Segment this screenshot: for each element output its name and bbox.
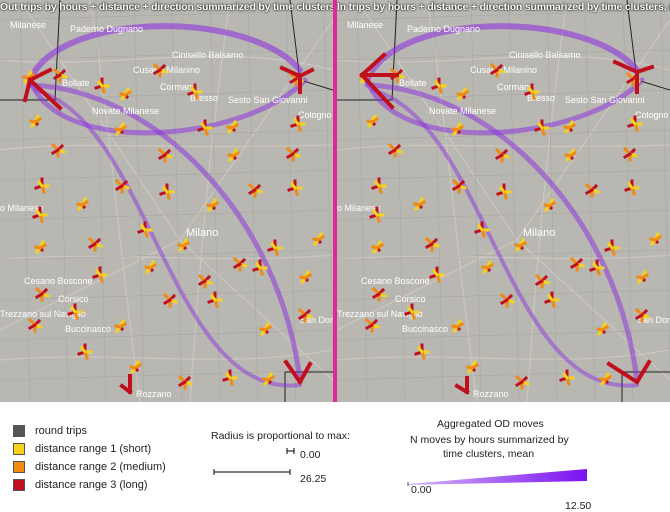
radius-max-icon xyxy=(213,468,293,476)
map-panel-in-trips[interactable]: Milanese Paderno Dugnano Cinisello Balsamo… xyxy=(337,0,670,402)
radius-legend-title: Radius is proportional to max: xyxy=(211,430,350,442)
legend-item-medium: distance range 2 (medium) xyxy=(13,460,166,474)
radius-min-label: 0.00 xyxy=(300,449,320,461)
symbol-ray xyxy=(598,329,602,330)
place-label-paderno: Paderno Dugnano xyxy=(407,24,480,34)
radius-max-label: 26.25 xyxy=(300,473,326,485)
legend-label: distance range 3 (long) xyxy=(35,479,148,491)
place-label-cinisello: Cinisello Balsamo xyxy=(172,50,244,60)
place-label-cologno: Cologno Mo xyxy=(298,110,333,120)
symbol-ray xyxy=(131,367,135,368)
symbol-ray xyxy=(368,121,372,122)
place-label-bresso: Bresso xyxy=(527,93,555,103)
place-label-rozzano: Rozzano xyxy=(136,389,172,399)
map-title-out: Out trips by hours + distance + directio… xyxy=(0,0,333,14)
map-canvas-in: Milanese Paderno Dugnano Cinisello Balsamo… xyxy=(337,0,670,402)
symbol-ray xyxy=(565,127,569,128)
place-label-bollate: Bollate xyxy=(399,78,427,88)
symbol-ray xyxy=(116,326,120,327)
place-label-novate: Novate Milanese xyxy=(92,106,159,116)
flow-max-label: 12.50 xyxy=(565,500,591,512)
symbol-ray xyxy=(483,267,487,268)
place-label-paderno: Paderno Dugnano xyxy=(70,24,143,34)
symbol-ray xyxy=(453,129,457,130)
symbol-ray xyxy=(228,127,232,128)
symbol-ray xyxy=(146,267,150,268)
place-label-cologno: Cologno Mo xyxy=(635,110,670,120)
symbol-ray xyxy=(31,121,35,122)
legend-label: round trips xyxy=(35,425,87,437)
symbol-ray xyxy=(78,204,82,205)
flow-legend-title-3: time clusters, mean xyxy=(443,448,534,460)
symbol-ray xyxy=(516,245,520,246)
radius-min-icon xyxy=(286,447,296,455)
flow-width-scale xyxy=(407,468,589,486)
symbol-ray xyxy=(208,205,212,206)
place-label-bollate: Bollate xyxy=(62,78,90,88)
legend-item-long: distance range 3 (long) xyxy=(13,478,148,492)
place-label-cinisello: Cinisello Balsamo xyxy=(509,50,581,60)
symbol-ray xyxy=(638,277,642,278)
legend-swatch xyxy=(13,425,25,437)
legend-label: distance range 2 (medium) xyxy=(35,461,166,473)
legend-panel: round trips distance range 1 (short) dis… xyxy=(0,402,670,512)
place-label-milano: Milano xyxy=(523,227,555,239)
symbol-ray xyxy=(415,204,419,205)
flow-legend-title-1: Aggregated OD moves xyxy=(437,418,544,430)
map-canvas-out: Milanese Paderno Dugnano Cinisello Balsamo… xyxy=(0,0,333,402)
symbol-ray xyxy=(468,367,472,368)
symbol-ray xyxy=(261,329,265,330)
place-label-milano: Milano xyxy=(186,227,218,239)
place-label-sesto: Sesto San Giovanni xyxy=(565,95,645,105)
symbol-ray xyxy=(264,379,268,380)
place-label-buccinasco: Buccinasco xyxy=(65,324,111,334)
legend-swatch xyxy=(13,479,25,491)
place-label-corsico: Corsico xyxy=(395,294,426,304)
map-title-in: In trips by hours + distance + direction… xyxy=(337,0,670,14)
place-label-sesto: Sesto San Giovanni xyxy=(228,95,308,105)
symbol-ray xyxy=(453,326,457,327)
legend-swatch xyxy=(13,443,25,455)
symbol-ray xyxy=(458,94,462,95)
place-label-cesano: Cesano Boscone xyxy=(361,276,430,286)
map-panel-out-trips[interactable]: Milanese Paderno Dugnano Cinisello Balsamo… xyxy=(0,0,333,402)
symbol-ray xyxy=(36,247,40,248)
place-label-bresso: Bresso xyxy=(190,93,218,103)
place-label-corsico: Corsico xyxy=(58,294,89,304)
legend-item-round-trips: round trips xyxy=(13,424,87,438)
symbol-ray xyxy=(24,77,28,78)
symbol-ray xyxy=(601,379,605,380)
legend-swatch xyxy=(13,461,25,473)
place-label-rozzano: Rozzano xyxy=(473,389,509,399)
symbol-ray xyxy=(651,239,655,240)
symbol-ray xyxy=(373,247,377,248)
symbol-ray xyxy=(179,245,183,246)
place-label-buccinasco: Buccinasco xyxy=(402,324,448,334)
symbol-ray xyxy=(566,155,570,156)
symbol-ray xyxy=(301,277,305,278)
place-label-milanese: Milanese xyxy=(10,20,46,30)
flow-legend-title-2: N moves by hours summarized by xyxy=(410,434,569,446)
symbol-ray xyxy=(229,155,233,156)
symbol-ray xyxy=(314,239,318,240)
place-label-milanese: Milanese xyxy=(347,20,383,30)
symbol-ray xyxy=(545,205,549,206)
flow-min-label: 0.00 xyxy=(411,484,431,496)
place-label-cesano: Cesano Boscone xyxy=(24,276,93,286)
legend-label: distance range 1 (short) xyxy=(35,443,151,455)
symbol-ray xyxy=(121,94,125,95)
place-label-novate: Novate Milanese xyxy=(429,106,496,116)
legend-item-short: distance range 1 (short) xyxy=(13,442,151,456)
symbol-ray xyxy=(116,129,120,130)
